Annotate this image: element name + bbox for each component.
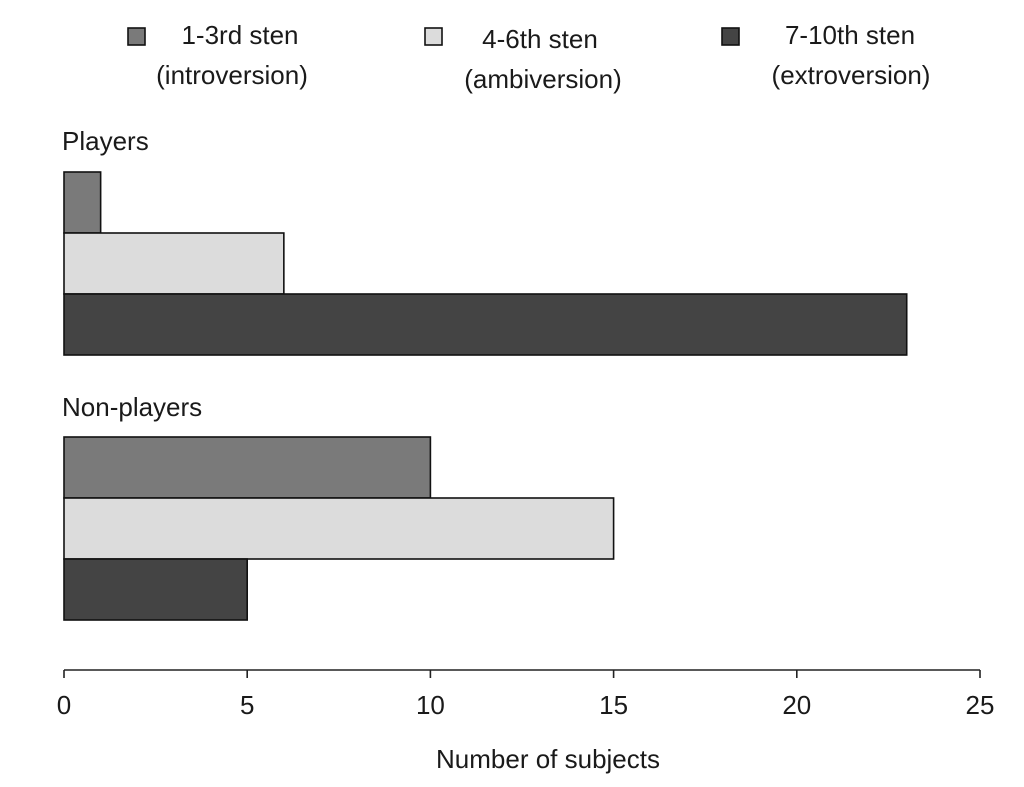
legend-swatch-1 (424, 27, 443, 46)
legend-label-1-line1: 4-6th sten (482, 24, 598, 54)
x-tick-label-5: 5 (240, 690, 254, 720)
legend-item-2: 7-10th sten (extroversion) (721, 20, 931, 90)
legend-item-0: 1-3rd sten (introversion) (127, 20, 308, 90)
legend-item-1: 4-6th sten (ambiversion) (424, 24, 622, 94)
legend-label-0-line1: 1-3rd sten (181, 20, 298, 50)
bar-players-series-2 (63, 293, 908, 356)
legend: 1-3rd sten (introversion) 4-6th sten (am… (127, 20, 931, 94)
group-label-players: Players (62, 126, 149, 156)
x-axis: 0 5 10 15 20 25 Number of subjects (57, 669, 995, 774)
legend-swatch-2 (721, 27, 740, 46)
legend-label-2-line1: 7-10th sten (785, 20, 915, 50)
bar-non-players-series-0 (63, 436, 432, 499)
x-tick-label-20: 20 (782, 690, 811, 720)
legend-label-0-line2: (introversion) (156, 60, 308, 90)
bar-non-players-series-1 (63, 497, 615, 560)
x-axis-label: Number of subjects (436, 744, 660, 774)
bar-non-players-series-2 (63, 558, 248, 621)
x-ticks: 0 5 10 15 20 25 (57, 670, 995, 720)
bar-players-series-1 (63, 232, 285, 295)
group-labels: Players Non-players (62, 126, 202, 422)
bar-players-series-0 (63, 171, 102, 234)
legend-swatch-0 (127, 27, 146, 46)
x-tick-label-15: 15 (599, 690, 628, 720)
bars (63, 171, 908, 621)
legend-label-1-line2: (ambiversion) (464, 64, 622, 94)
x-tick-label-25: 25 (966, 690, 995, 720)
x-tick-label-10: 10 (416, 690, 445, 720)
legend-label-2-line2: (extroversion) (772, 60, 931, 90)
group-label-non-players: Non-players (62, 392, 202, 422)
x-tick-label-0: 0 (57, 690, 71, 720)
